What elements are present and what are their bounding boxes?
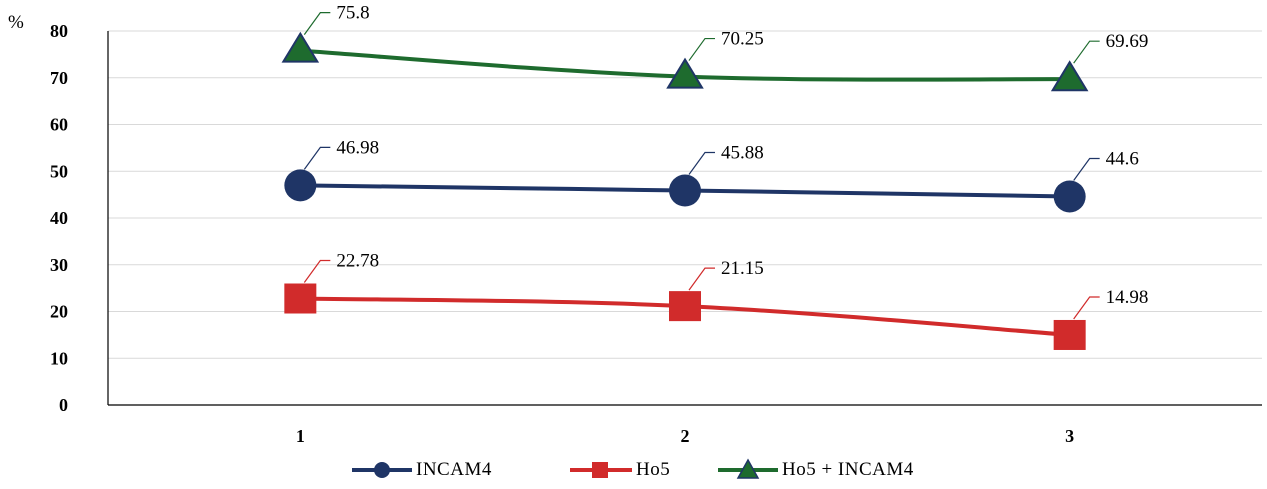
leader-line xyxy=(688,151,715,175)
legend-label: Ho5 xyxy=(636,459,671,480)
data-point xyxy=(284,283,317,314)
y-tick-label: 10 xyxy=(50,348,68,368)
y-tick-label: 50 xyxy=(50,161,68,181)
x-tick-label: 3 xyxy=(1065,426,1074,446)
leader-line xyxy=(1073,157,1100,181)
y-unit-label: % xyxy=(8,12,24,33)
leader-line xyxy=(303,146,331,170)
data-label: 46.98 xyxy=(336,137,379,158)
data-point xyxy=(1053,180,1086,213)
legend-label: Ho5 + INCAM4 xyxy=(782,459,914,480)
data-label: 45.88 xyxy=(721,143,764,164)
data-label: 21.15 xyxy=(721,258,764,279)
y-tick-label: 80 xyxy=(50,21,68,41)
legend-marker-circle xyxy=(352,462,412,478)
line-chart: 0 10 20 30 40 50 60 70 80 1 2 3 46.98 45.88 44.6 22.78 2… xyxy=(50,3,1262,446)
x-tick-label: 1 xyxy=(296,426,305,446)
legend-marker-square xyxy=(570,462,632,478)
data-point xyxy=(284,169,317,202)
legend-marker-triangle xyxy=(718,458,778,479)
leader-line xyxy=(303,259,331,283)
data-point xyxy=(669,291,701,322)
leader-line xyxy=(1073,40,1100,64)
leader-line xyxy=(303,12,331,35)
data-point xyxy=(666,57,704,89)
data-label: 70.25 xyxy=(721,29,764,50)
y-tick-label: 20 xyxy=(50,302,68,322)
data-label: 44.6 xyxy=(1106,148,1139,169)
data-label: 75.8 xyxy=(336,3,369,24)
y-tick-label: 60 xyxy=(50,115,68,135)
data-point xyxy=(669,174,701,207)
data-point xyxy=(1053,319,1086,350)
y-tick-label: 40 xyxy=(50,208,68,228)
leader-line xyxy=(688,37,715,61)
y-tick-label: 70 xyxy=(50,68,68,88)
y-tick-label: 30 xyxy=(50,255,68,275)
data-point xyxy=(281,31,320,63)
data-label: 14.98 xyxy=(1106,287,1149,308)
data-point xyxy=(1050,60,1089,92)
legend: INCAM4 Ho5 Ho5 + INCAM4 xyxy=(0,455,1267,485)
data-label: 69.69 xyxy=(1106,31,1149,52)
leader-line xyxy=(1073,296,1100,320)
legend-label: INCAM4 xyxy=(416,459,492,480)
leader-line xyxy=(688,267,715,291)
x-tick-label: 2 xyxy=(681,426,690,446)
y-tick-label: 0 xyxy=(59,395,68,415)
data-label: 22.78 xyxy=(336,251,379,272)
